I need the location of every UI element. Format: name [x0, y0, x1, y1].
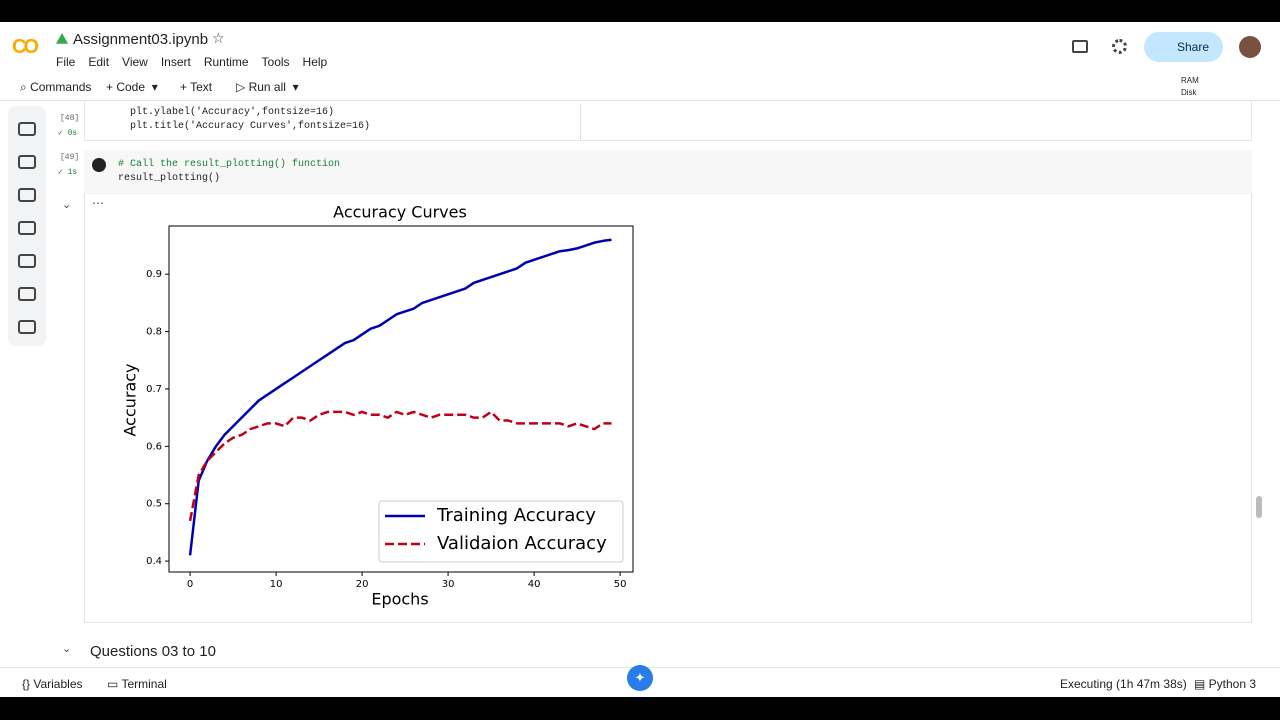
menu-item[interactable]: Edit	[88, 55, 110, 69]
colab-app: CO Assignment03.ipynb ☆ File Edit View Inse…	[0, 22, 1280, 697]
time: 1s	[67, 168, 78, 177]
commands-button[interactable]: ⌕ Commands	[20, 80, 91, 95]
x-tick-label: 20	[356, 579, 369, 590]
cell-split	[580, 104, 581, 140]
secrets-icon[interactable]	[18, 254, 36, 268]
menu-item[interactable]: Insert	[160, 55, 191, 69]
runtime-status[interactable]: ▤ Python 3	[1194, 677, 1257, 691]
terminal-button[interactable]: ▭ Terminal	[107, 677, 167, 691]
legend-label: Training Accuracy	[436, 505, 596, 526]
time: 0s	[67, 129, 78, 138]
code-snippets-icon[interactable]	[18, 188, 36, 202]
share-button[interactable]: Share	[1144, 32, 1223, 62]
star-icon[interactable]: ☆	[212, 30, 225, 46]
x-tick-label: 10	[270, 579, 283, 590]
collapse-section[interactable]: ⌄	[62, 643, 72, 655]
sidebar	[8, 106, 46, 346]
x-tick-label: 0	[187, 579, 193, 590]
y-tick-label: 0.6	[146, 441, 162, 452]
legend-label: Validaion Accuracy	[437, 533, 607, 554]
run-all-button[interactable]: ▷ Run all ▾	[236, 80, 299, 94]
execution-time: ✓ 1s	[58, 168, 78, 177]
data-icon[interactable]	[18, 320, 36, 334]
label: Variables	[33, 677, 83, 691]
menu-item[interactable]: Help	[302, 55, 328, 69]
label: Code	[116, 80, 146, 94]
variables-icon[interactable]	[18, 221, 36, 235]
notebook-title[interactable]: Assignment03.ipynb	[73, 31, 209, 48]
drive-icon	[56, 33, 68, 44]
label: Text	[190, 80, 213, 94]
code-cell	[84, 100, 1252, 141]
search-icon[interactable]	[18, 155, 36, 169]
data-line	[188, 238, 612, 556]
code-editor	[84, 150, 1252, 194]
execution-count: [49]	[60, 153, 80, 162]
gemini-button[interactable]: ✦	[627, 665, 653, 691]
code-line: result_plotting()	[118, 173, 221, 184]
label: Terminal	[121, 677, 167, 691]
chart-title: Accuracy Curves	[333, 203, 467, 222]
divider	[0, 100, 1280, 101]
section-heading[interactable]: Questions 03 to 10	[90, 643, 216, 660]
execution-status[interactable]: Executing (1h 47m 38s)	[1060, 677, 1187, 691]
menu-bar: File Edit View Insert Runtime Tools Help	[56, 53, 340, 71]
files-icon[interactable]	[18, 287, 36, 301]
avatar[interactable]	[1239, 36, 1261, 58]
run-cell-button[interactable]	[92, 158, 106, 172]
y-tick-label: 0.7	[146, 384, 162, 395]
code-comment: # Call the result_plotting() function	[118, 159, 341, 170]
add-text-button[interactable]: + Text	[180, 80, 213, 94]
data-line	[188, 410, 612, 522]
settings-icon[interactable]	[1112, 39, 1127, 54]
menu-item[interactable]: View	[122, 55, 148, 69]
y-tick-label: 0.5	[146, 499, 162, 510]
output-menu[interactable]: ⋯	[92, 196, 104, 210]
y-tick-label: 0.8	[146, 327, 162, 338]
code-line: plt.ylabel('Accuracy',fontsize=16)	[130, 107, 335, 118]
menu-item[interactable]: Runtime	[203, 55, 249, 69]
x-tick-label: 30	[442, 579, 455, 590]
label: Python 3	[1208, 677, 1257, 691]
x-axis-label: Epochs	[371, 590, 428, 609]
resources[interactable]: RAM Disk	[1181, 75, 1199, 99]
y-tick-label: 0.4	[146, 556, 162, 567]
disk-label: Disk	[1181, 88, 1197, 97]
code-line: plt.title('Accuracy Curves',fontsize=16)	[130, 121, 371, 132]
ram-label: RAM	[1181, 76, 1199, 85]
logo[interactable]: CO	[12, 36, 39, 58]
execution-count: [48]	[60, 114, 80, 123]
variables-button[interactable]: {} Variables	[22, 677, 83, 691]
comments-icon[interactable]	[1072, 40, 1088, 53]
y-tick-label: 0.9	[146, 269, 162, 280]
x-tick-label: 50	[614, 579, 627, 590]
legend-box	[378, 500, 624, 563]
execution-time: ✓ 0s	[58, 129, 78, 138]
add-code-button[interactable]: + Code ▾	[106, 80, 158, 94]
menu-item[interactable]: Tools	[261, 55, 290, 69]
scrollbar[interactable]	[1256, 496, 1262, 518]
x-tick-label: 40	[528, 579, 541, 590]
y-axis-label: Accuracy	[121, 363, 140, 436]
chart: Accuracy Curves Epochs Accuracy 0 10 20 30 4…	[121, 203, 634, 609]
icon: ⌕	[20, 80, 31, 94]
label: Commands	[30, 80, 92, 94]
menu-item[interactable]: File	[56, 55, 76, 69]
toc-icon[interactable]	[18, 122, 36, 136]
collapse-output[interactable]: ⌄	[62, 199, 72, 211]
label: Run all	[248, 80, 286, 94]
